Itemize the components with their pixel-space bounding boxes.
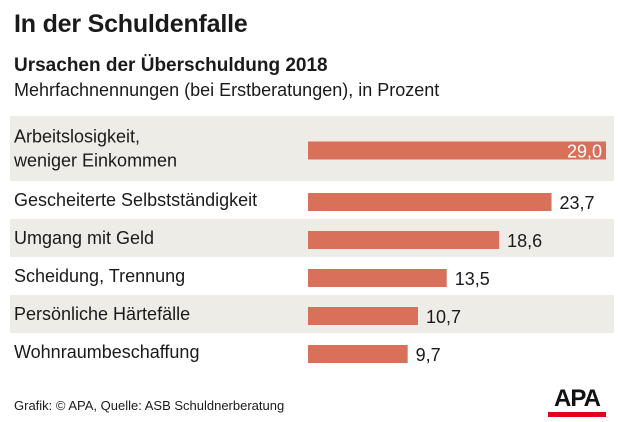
category-label: Gescheiterte Selbstständigkeit (14, 190, 257, 210)
bar (308, 193, 552, 211)
chart-note: Mehrfachnennungen (bei Erstberatungen), … (14, 80, 440, 100)
category-label: Persönliche Härtefälle (14, 304, 190, 324)
chart-subtitle: Ursachen der Überschuldung 2018 (14, 55, 328, 76)
apa-logo: APA (548, 385, 606, 417)
bar (308, 269, 447, 287)
category-label: Wohnraumbeschaffung (14, 342, 199, 362)
value-label: 10,7 (426, 307, 461, 327)
category-label: weniger Einkommen (13, 151, 177, 171)
bar (308, 345, 408, 363)
bar-chart: Arbeitslosigkeit, weniger Einkommen 29,0 Ge… (10, 116, 614, 365)
bar (308, 231, 500, 249)
bar (308, 307, 418, 325)
source-credit: Grafik: © APA, Quelle: ASB Schuldnerbera… (14, 398, 285, 413)
apa-logo-bar (548, 412, 606, 417)
value-label: 29,0 (567, 142, 602, 162)
apa-logo-text: APA (554, 385, 601, 412)
value-label: 13,5 (455, 269, 490, 289)
value-label: 23,7 (560, 193, 595, 213)
bar (308, 141, 606, 160)
value-label: 9,7 (416, 345, 441, 365)
category-label: Umgang mit Geld (14, 228, 154, 248)
category-label: Arbeitslosigkeit, (14, 127, 140, 147)
value-label: 18,6 (507, 231, 542, 251)
chart-title: In der Schuldenfalle (14, 10, 248, 38)
category-label: Scheidung, Trennung (14, 266, 185, 286)
